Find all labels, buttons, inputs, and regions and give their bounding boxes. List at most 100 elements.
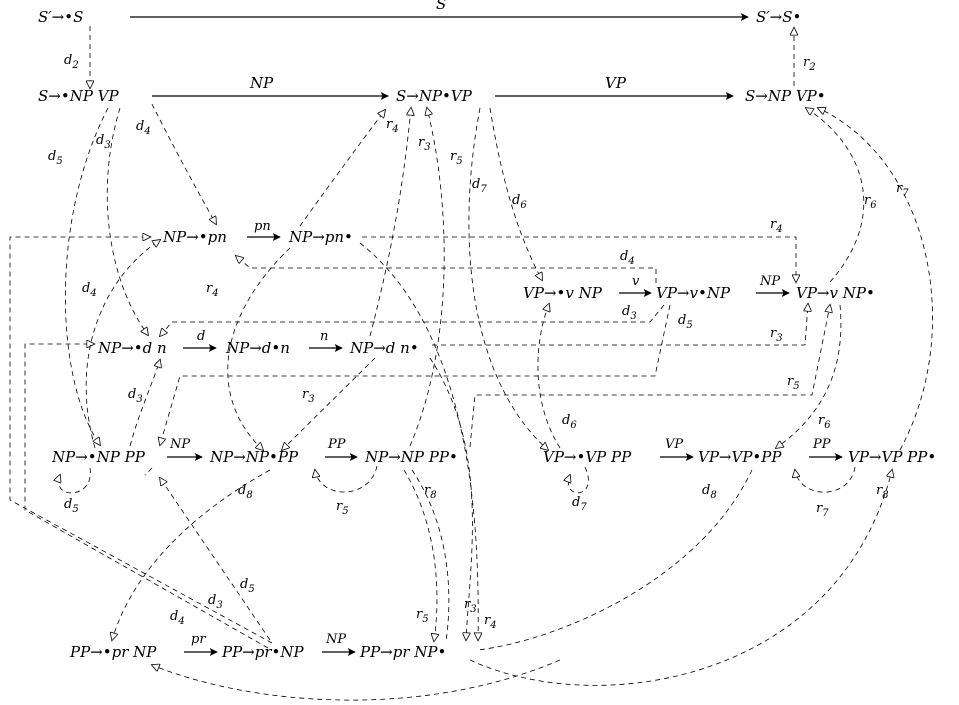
item-s2: S→NP VP• xyxy=(745,87,826,105)
edge-r8-pp-vpp xyxy=(469,470,892,686)
edge-pp-curve-pp0 xyxy=(152,659,561,701)
item-np2: NP→NP PP• xyxy=(364,448,458,466)
edge-label-r8-np: r8 xyxy=(424,483,437,501)
item-pn0: NP→•pn xyxy=(162,228,227,246)
edge-label-r8-vpp: r8 xyxy=(876,483,889,501)
edge-label-r6-vpp: r6 xyxy=(818,413,831,431)
dashed-edges xyxy=(9,26,933,701)
edge-label-r3-s: r3 xyxy=(418,135,431,153)
shift-label-n: n xyxy=(320,329,328,344)
edge-label-d4-pp: d4 xyxy=(170,609,185,627)
edge-label-r4-mid: r4 xyxy=(206,281,219,299)
shift-label-NP-vp: NP xyxy=(759,274,780,289)
item-np1: NP→NP•PP xyxy=(209,448,299,466)
edge-d7-loop-vpp0 xyxy=(568,466,589,494)
edge-d5-pp-np xyxy=(160,478,271,641)
item-dn2: NP→d n• xyxy=(349,339,419,357)
shift-edges xyxy=(130,13,843,656)
edge-label-r5-pp: r5 xyxy=(416,607,429,625)
shift-label-PP-vpp: PP xyxy=(812,437,831,452)
shift-label-pn: pn xyxy=(254,219,271,234)
edge-label-d4-s: d4 xyxy=(136,119,151,137)
edge-label-r4-s: r4 xyxy=(386,117,399,135)
edge-label-d4-left: d4 xyxy=(82,281,97,299)
edge-label-d7-s: d7 xyxy=(472,177,487,195)
shift-label-pr: pr xyxy=(191,632,206,647)
shift-label-NP-pp: NP xyxy=(325,632,346,647)
item-vp1: VP→v•NP xyxy=(656,284,731,302)
edge-label-d3-vp: d3 xyxy=(622,304,637,322)
shift-label-PP-np: PP xyxy=(327,437,346,452)
edge-d6-s-vp xyxy=(489,107,542,280)
edge-label-r4-pn: r4 xyxy=(770,217,783,235)
item-pp1: PP→pr•NP xyxy=(221,643,304,661)
edge-label-d6-vpp: d6 xyxy=(562,413,577,431)
item-sp1: S′→S• xyxy=(756,8,801,26)
edge-label-d5-vp: d5 xyxy=(678,313,693,331)
edge-r3-dn-np1 xyxy=(282,357,376,450)
edge-d5-vp-np xyxy=(160,304,671,445)
item-nodes: S′→•S S′→S• S→•NP VP S→NP•VP S→NP VP• NP… xyxy=(38,8,936,661)
shift-label-v: v xyxy=(632,274,640,289)
shift-label-NP-s: NP xyxy=(249,74,274,92)
edge-d3-pp-dn xyxy=(24,344,269,649)
item-vpp2: VP→VP PP• xyxy=(848,448,936,466)
edge-d3-vp-dn xyxy=(160,304,665,336)
item-pn1: NP→pn• xyxy=(288,228,353,246)
item-pp0: PP→•pr NP xyxy=(69,643,157,661)
edge-r3-dn-vp xyxy=(432,304,808,346)
edge-label-d6-s: d6 xyxy=(512,193,527,211)
edge-d3-s-dn-extra xyxy=(144,467,153,476)
edge-label-d5-s: d5 xyxy=(48,149,63,167)
edge-d5-s-np xyxy=(64,107,109,445)
edge-label-d7-vpp: d7 xyxy=(572,495,587,513)
item-sp0: S′→•S xyxy=(38,8,83,26)
shift-label-VP-s: VP xyxy=(605,74,627,92)
item-np0: NP→•NP PP xyxy=(51,448,146,466)
edge-d6-vpp-vp xyxy=(537,304,561,449)
item-vp2: VP→v NP• xyxy=(796,284,875,302)
item-vp0: VP→•v NP xyxy=(523,284,603,302)
item-pp2: PP→pr NP• xyxy=(359,643,446,661)
edge-label-r2: r2 xyxy=(803,55,816,73)
edge-r4-pn-np1 xyxy=(227,247,291,450)
edge-d4-pp-pn xyxy=(9,237,273,644)
edge-r4-pn-vp xyxy=(362,236,796,282)
edge-r7-loop-vpp1 xyxy=(795,466,856,493)
edge-r4-pn-s xyxy=(299,110,385,227)
edge-r5-loop-np1 xyxy=(315,465,378,493)
edge-labels: d2 r2 d4 d3 d5 r4 r3 r5 d7 d6 r6 r7 r4 d… xyxy=(48,53,909,631)
edge-label-r7-s2: r7 xyxy=(896,181,909,199)
edge-label-r6-s2: r6 xyxy=(864,193,877,211)
edge-label-d2: d2 xyxy=(64,53,79,71)
edge-d5-loop-np0 xyxy=(59,467,91,494)
edge-label-d5-pp: d5 xyxy=(240,577,255,595)
edge-r7-vpp-s2 xyxy=(818,108,933,451)
item-s0: S→•NP VP xyxy=(38,87,120,105)
edge-d4-vp-pn xyxy=(236,256,657,283)
edge-r4-pn-pp xyxy=(359,242,478,640)
edge-d8-np-pp0 xyxy=(112,469,271,640)
shift-label-S: S xyxy=(436,0,446,13)
item-vpp0: VP→•VP PP xyxy=(543,448,632,466)
edge-r6-vp-s2 xyxy=(806,108,865,283)
edge-label-d5-np0: d5 xyxy=(64,497,79,515)
edge-d8-vpp-pp2 xyxy=(477,469,753,651)
edge-r8-np-pp-b xyxy=(411,469,450,642)
edge-d3-np-dn xyxy=(129,360,160,447)
item-dn1: NP→d•n xyxy=(225,339,290,357)
edge-label-d3-pp: d3 xyxy=(208,593,223,611)
item-vpp1: VP→VP•PP xyxy=(698,448,782,466)
edge-label-r3-vp: r3 xyxy=(770,326,783,344)
shift-label-NP-np: NP xyxy=(169,437,190,452)
edge-r3-dn-s xyxy=(369,108,411,337)
edge-r6-vp-vpp xyxy=(776,304,842,448)
edge-label-r5-np: r5 xyxy=(336,499,349,517)
edge-label-r5-s: r5 xyxy=(450,149,463,167)
edge-d7-s-vpp xyxy=(468,107,548,450)
item-s1: S→NP•VP xyxy=(396,87,473,105)
edge-label-r5-vp: r5 xyxy=(787,374,800,392)
shift-labels: S NP VP pn v NP d n NP PP VP PP pr NP xyxy=(169,0,831,647)
edge-label-r3-pp: r3 xyxy=(464,597,477,615)
